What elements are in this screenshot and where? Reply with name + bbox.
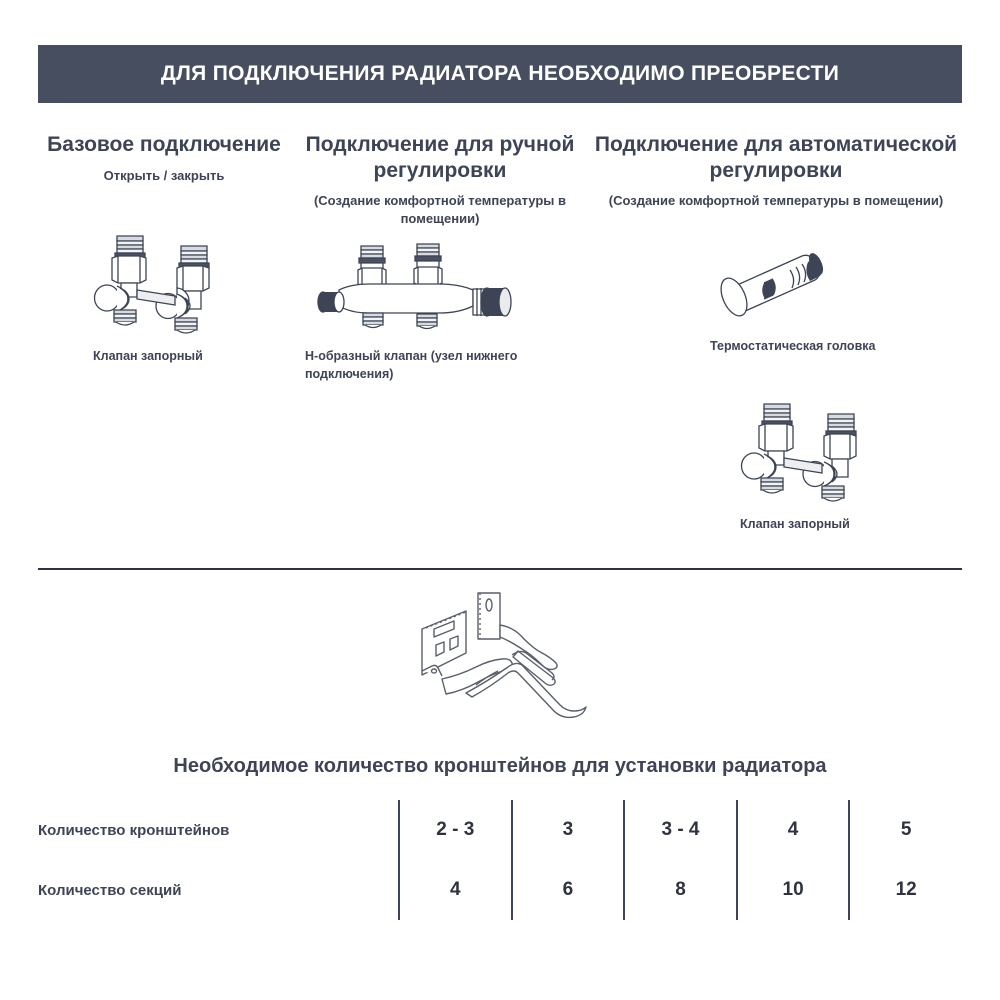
thermostatic-head-icon <box>720 253 824 317</box>
connection-options: Базовое подключение Открыть / закрыть <box>38 132 962 552</box>
table-cell: 12 <box>848 860 962 920</box>
h-valve-icon <box>317 243 512 330</box>
shutoff-valve-icon <box>740 403 857 502</box>
column-basic-connection: Базовое подключение Открыть / закрыть <box>38 132 290 363</box>
wall-bracket-icon <box>421 592 587 719</box>
column-automatic-regulation: Подключение для автоматической регулиров… <box>590 132 962 531</box>
table-cell: 6 <box>510 860 625 920</box>
table-cell: 2 - 3 <box>398 800 512 860</box>
column-manual-regulation: Подключение для ручной регулировки (Созд… <box>290 132 590 381</box>
table-title: Необходимое количество кронштейнов для у… <box>173 755 827 777</box>
column-subtitle: (Создание комфортной температуры в помещ… <box>608 193 944 209</box>
column-heading: Подключение для ручной регулировки <box>305 133 575 182</box>
table-cell: 3 - 4 <box>623 800 737 860</box>
row-label: Количество кронштейнов <box>38 821 230 839</box>
table-row: Количество секций 4 6 8 10 12 <box>38 860 962 920</box>
product-caption: Клапан запорный <box>93 349 203 363</box>
product-h-valve: Н-образный клапан (узел нижнего подключе… <box>305 232 555 383</box>
shutoff-valve-icon <box>93 235 210 334</box>
table-cell: 4 <box>398 860 512 920</box>
column-subtitle: Открыть / закрыть <box>103 167 225 183</box>
table-cell: 4 <box>735 800 850 860</box>
bracket-count-table: Количество кронштейнов 2 - 3 3 3 - 4 4 5… <box>38 800 962 920</box>
row-label: Количество секций <box>38 881 182 899</box>
bracket-count-table-section: Необходимое количество кронштейнов для у… <box>38 755 962 920</box>
column-subtitle: (Создание комфортной температуры в помещ… <box>313 193 567 226</box>
table-cell: 3 <box>510 800 625 860</box>
table-cell: 10 <box>735 860 850 920</box>
table-cell: 8 <box>623 860 737 920</box>
column-heading: Подключение для автоматической регулиров… <box>594 133 958 182</box>
column-heading: Базовое подключение <box>47 133 281 156</box>
product-thermostatic-head: Термостатическая головка <box>710 242 940 356</box>
header-banner: ДЛЯ ПОДКЛЮЧЕНИЯ РАДИАТОРА НЕОБХОДИМО ПРЕ… <box>38 45 962 103</box>
table-row: Количество кронштейнов 2 - 3 3 3 - 4 4 5 <box>38 800 962 860</box>
product-caption: Н-образный клапан (узел нижнего подключе… <box>305 349 518 381</box>
product-shutoff-valve: Клапан запорный <box>93 232 273 366</box>
bracket-illustration <box>400 585 600 735</box>
product-shutoff-valve: Клапан запорный <box>740 400 930 534</box>
section-divider <box>38 568 962 570</box>
table-cell: 5 <box>848 800 962 860</box>
product-caption: Термостатическая головка <box>710 339 876 353</box>
product-caption: Клапан запорный <box>740 517 850 531</box>
banner-title: ДЛЯ ПОДКЛЮЧЕНИЯ РАДИАТОРА НЕОБХОДИМО ПРЕ… <box>160 62 840 85</box>
